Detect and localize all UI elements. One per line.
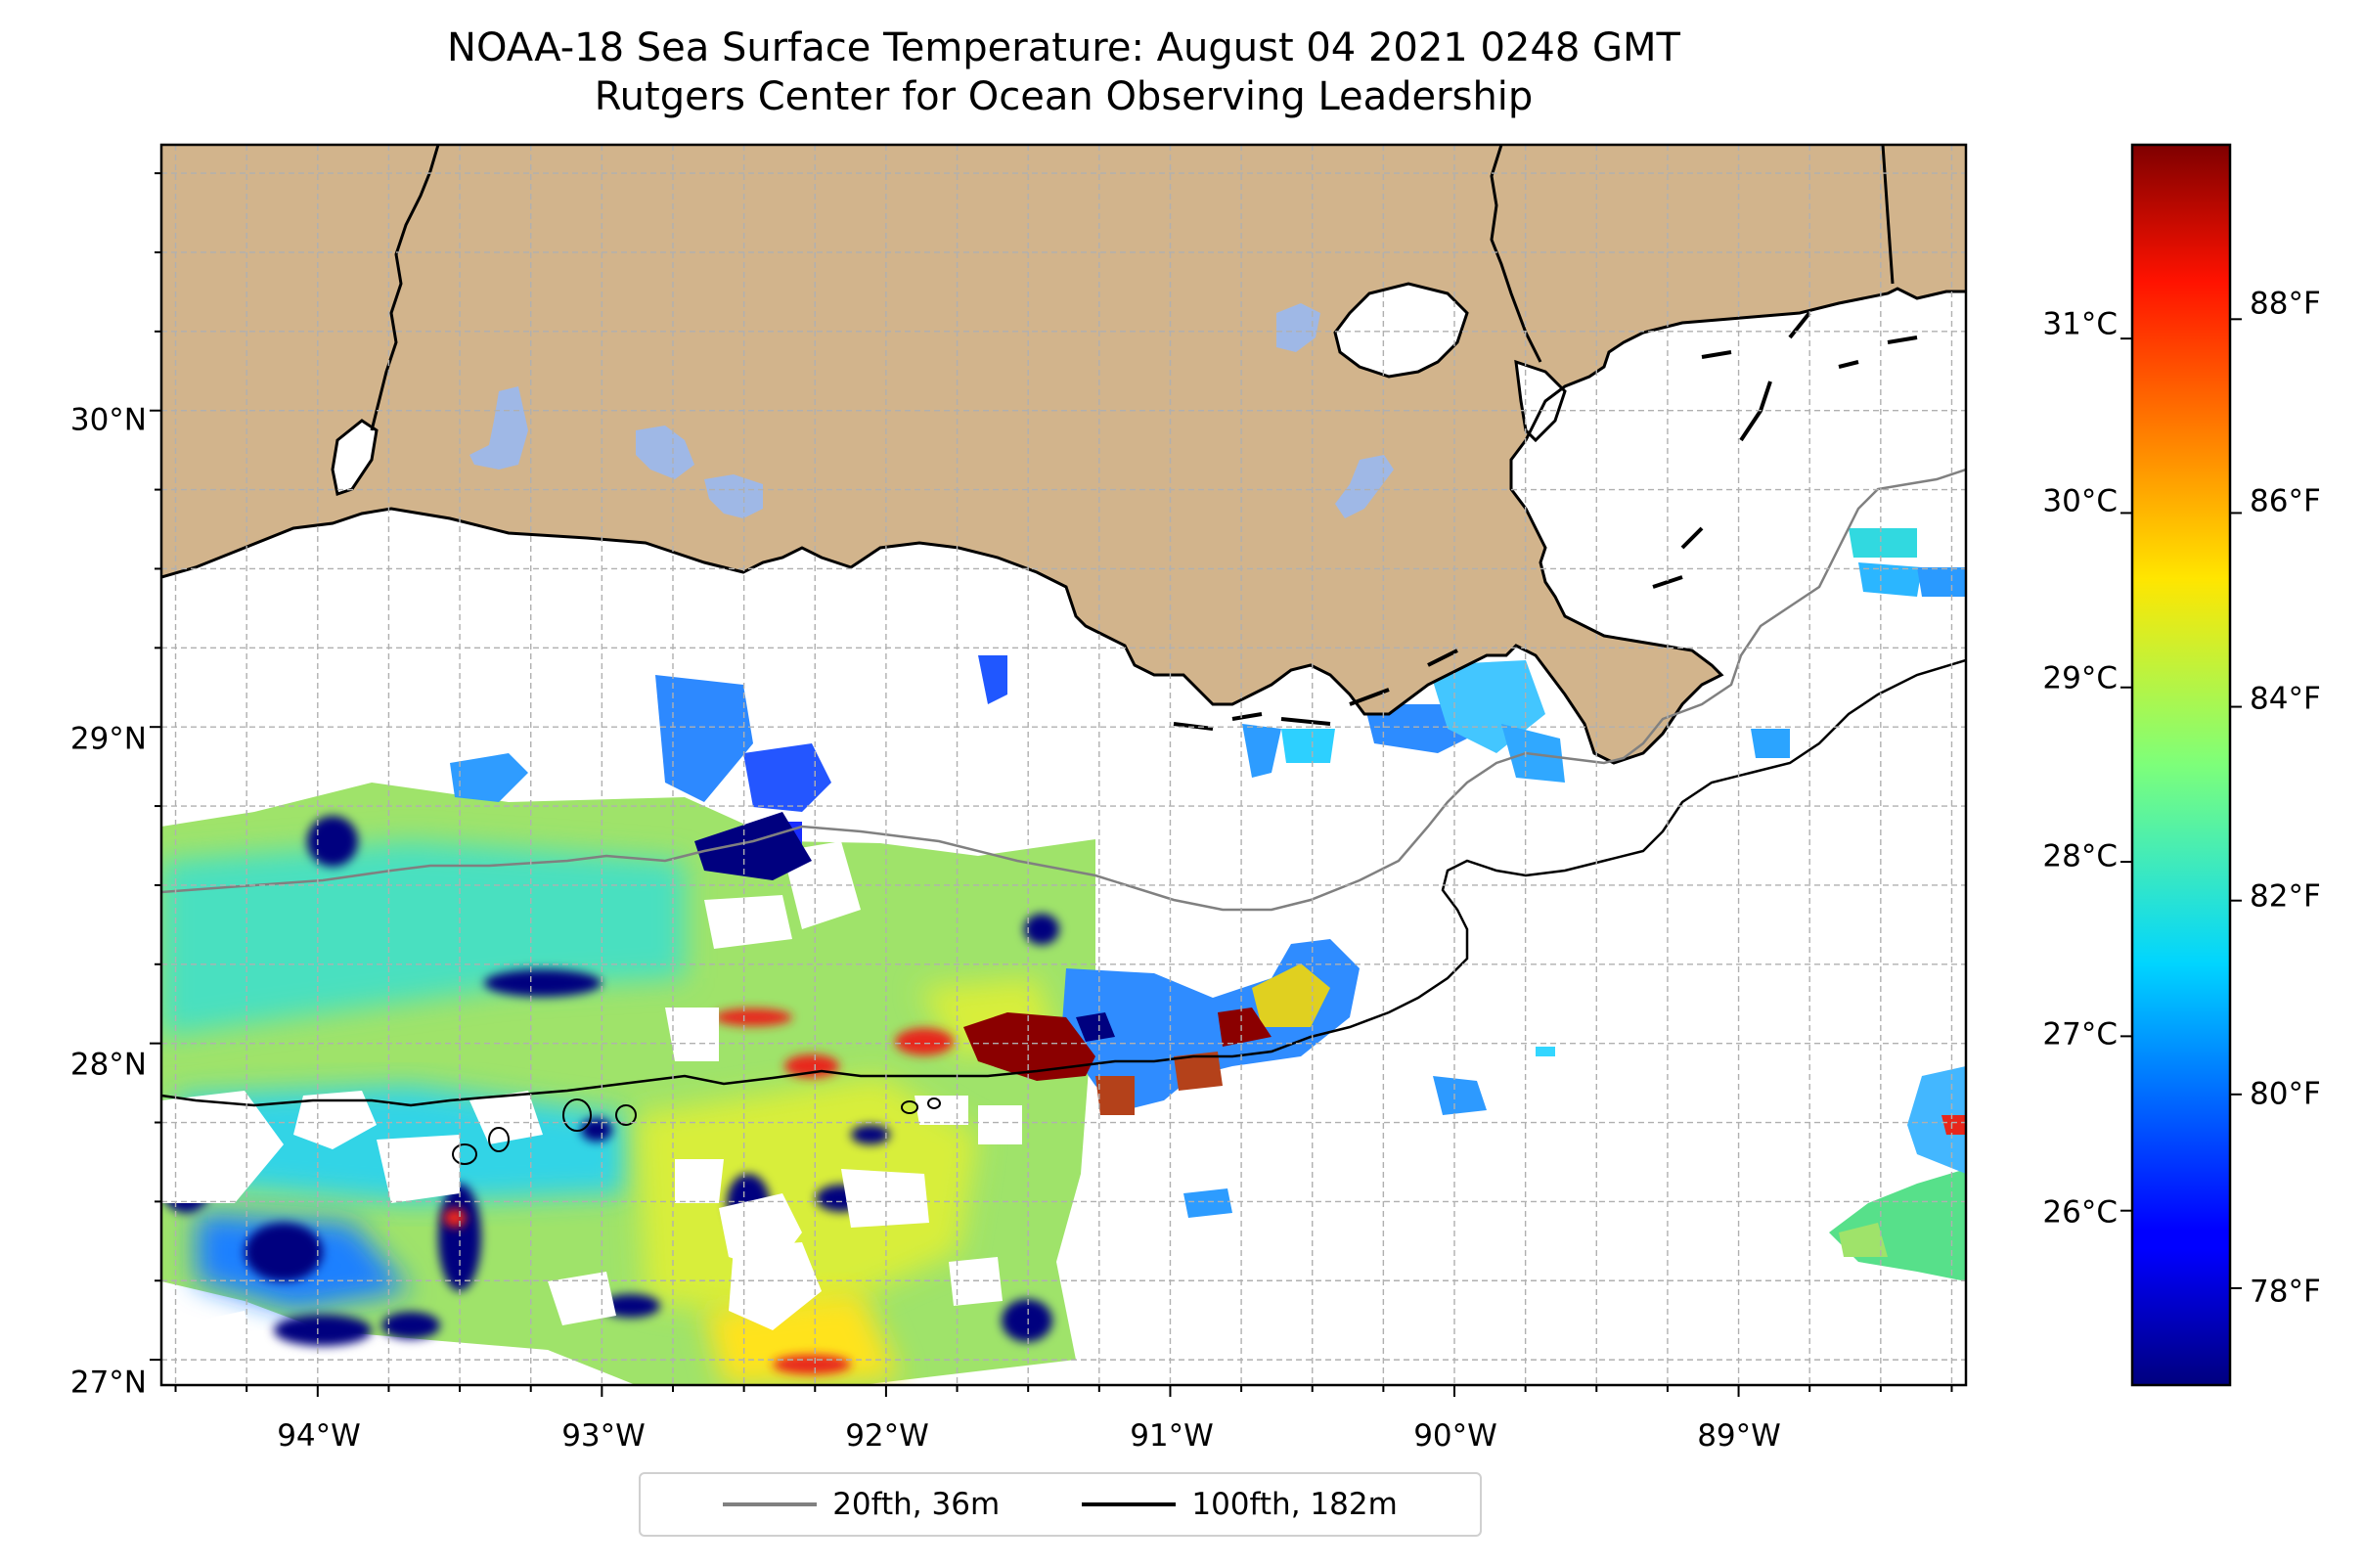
title-line-1: NOAA-18 Sea Surface Temperature: August … <box>447 25 1680 70</box>
cbar-c-26: 26°C <box>2042 1195 2118 1231</box>
lon-label-94w: 94°W <box>277 1418 361 1454</box>
lake-white <box>636 426 694 479</box>
lon-label-93w: 93°W <box>561 1418 646 1454</box>
cbar-f-88: 88°F <box>2250 287 2321 322</box>
legend-swatch-20fth <box>723 1502 818 1506</box>
colorbar-frame <box>2130 143 2232 1387</box>
gridlines <box>161 145 1966 1385</box>
lake-verret <box>1335 455 1394 518</box>
lat-label-27n: 27°N <box>70 1366 147 1401</box>
cbar-f-86: 86°F <box>2250 484 2321 519</box>
axis-labels: 27°N 28°N 29°N 30°N 94°W 93°W 92°W 91°W … <box>70 403 1781 1455</box>
mississippi-alabama-border <box>1881 145 1895 285</box>
map-area <box>161 145 1966 1385</box>
coastline <box>161 287 1966 765</box>
legend-label-20fth: 20fth, 36m <box>832 1487 1001 1522</box>
colorbar-ticks <box>2120 318 2242 1289</box>
sst-north-blobs <box>450 528 1966 880</box>
cbar-f-84: 84°F <box>2250 682 2321 717</box>
legend-item-20fth: 20fth, 36m <box>723 1487 1000 1522</box>
legend-swatch-100fth <box>1082 1502 1177 1506</box>
cbar-c-30: 30°C <box>2042 484 2118 519</box>
lon-label-91w: 91°W <box>1130 1418 1214 1454</box>
lon-label-89w: 89°W <box>1697 1418 1781 1454</box>
lake-grand <box>704 474 763 518</box>
axis-ticks <box>150 172 1953 1397</box>
cbar-c-27: 27°C <box>2042 1017 2118 1053</box>
isobath-20fth <box>161 468 1966 912</box>
legend-item-100fth: 100fth, 182m <box>1082 1487 1398 1522</box>
cbar-c-28: 28°C <box>2042 839 2118 874</box>
map-frame <box>159 143 1968 1387</box>
lakes <box>469 303 1394 518</box>
cbar-f-80: 80°F <box>2250 1077 2321 1112</box>
title-line-2: Rutgers Center for Ocean Observing Leade… <box>594 74 1534 119</box>
legend-label-100fth: 100fth, 182m <box>1191 1487 1398 1522</box>
coastal-water-features <box>331 282 1567 496</box>
colorbar-fahrenheit-labels: 78°F 80°F 82°F 84°F 86°F 88°F <box>2250 287 2321 1310</box>
lat-label-30n: 30°N <box>70 403 147 438</box>
isobath-100fth-loops <box>452 1098 941 1165</box>
colorbar: 26°C 27°C 28°C 29°C 30°C 31°C 78°F 80°F … <box>2042 143 2321 1387</box>
texas-louisiana-border <box>370 145 440 431</box>
lat-label-29n: 29°N <box>70 722 147 757</box>
cbar-c-31: 31°C <box>2042 307 2118 342</box>
colorbar-gradient <box>2132 145 2230 1385</box>
colorbar-celsius-labels: 26°C 27°C 28°C 29°C 30°C 31°C <box>2042 307 2118 1231</box>
lake-borgne <box>1514 359 1567 443</box>
chart-title: NOAA-18 Sea Surface Temperature: August … <box>161 23 1966 121</box>
sst-hotspot-region <box>963 939 1555 1115</box>
lake-maurepas <box>1276 303 1320 352</box>
cbar-f-78: 78°F <box>2250 1275 2321 1310</box>
isobath-100fth <box>161 658 1966 1107</box>
isobath-legend: 20fth, 36m 100fth, 182m <box>639 1472 1482 1537</box>
lake-pontchartrain <box>1333 282 1469 379</box>
lon-label-90w: 90°W <box>1413 1418 1497 1454</box>
lat-label-28n: 28°N <box>70 1048 147 1083</box>
lon-label-92w: 92°W <box>845 1418 929 1454</box>
cbar-c-29: 29°C <box>2042 661 2118 696</box>
lake-calcasieu <box>469 386 528 470</box>
sabine-lake <box>331 419 379 496</box>
cbar-f-82: 82°F <box>2250 879 2321 915</box>
sst-cloud-gaps <box>161 841 1022 1379</box>
